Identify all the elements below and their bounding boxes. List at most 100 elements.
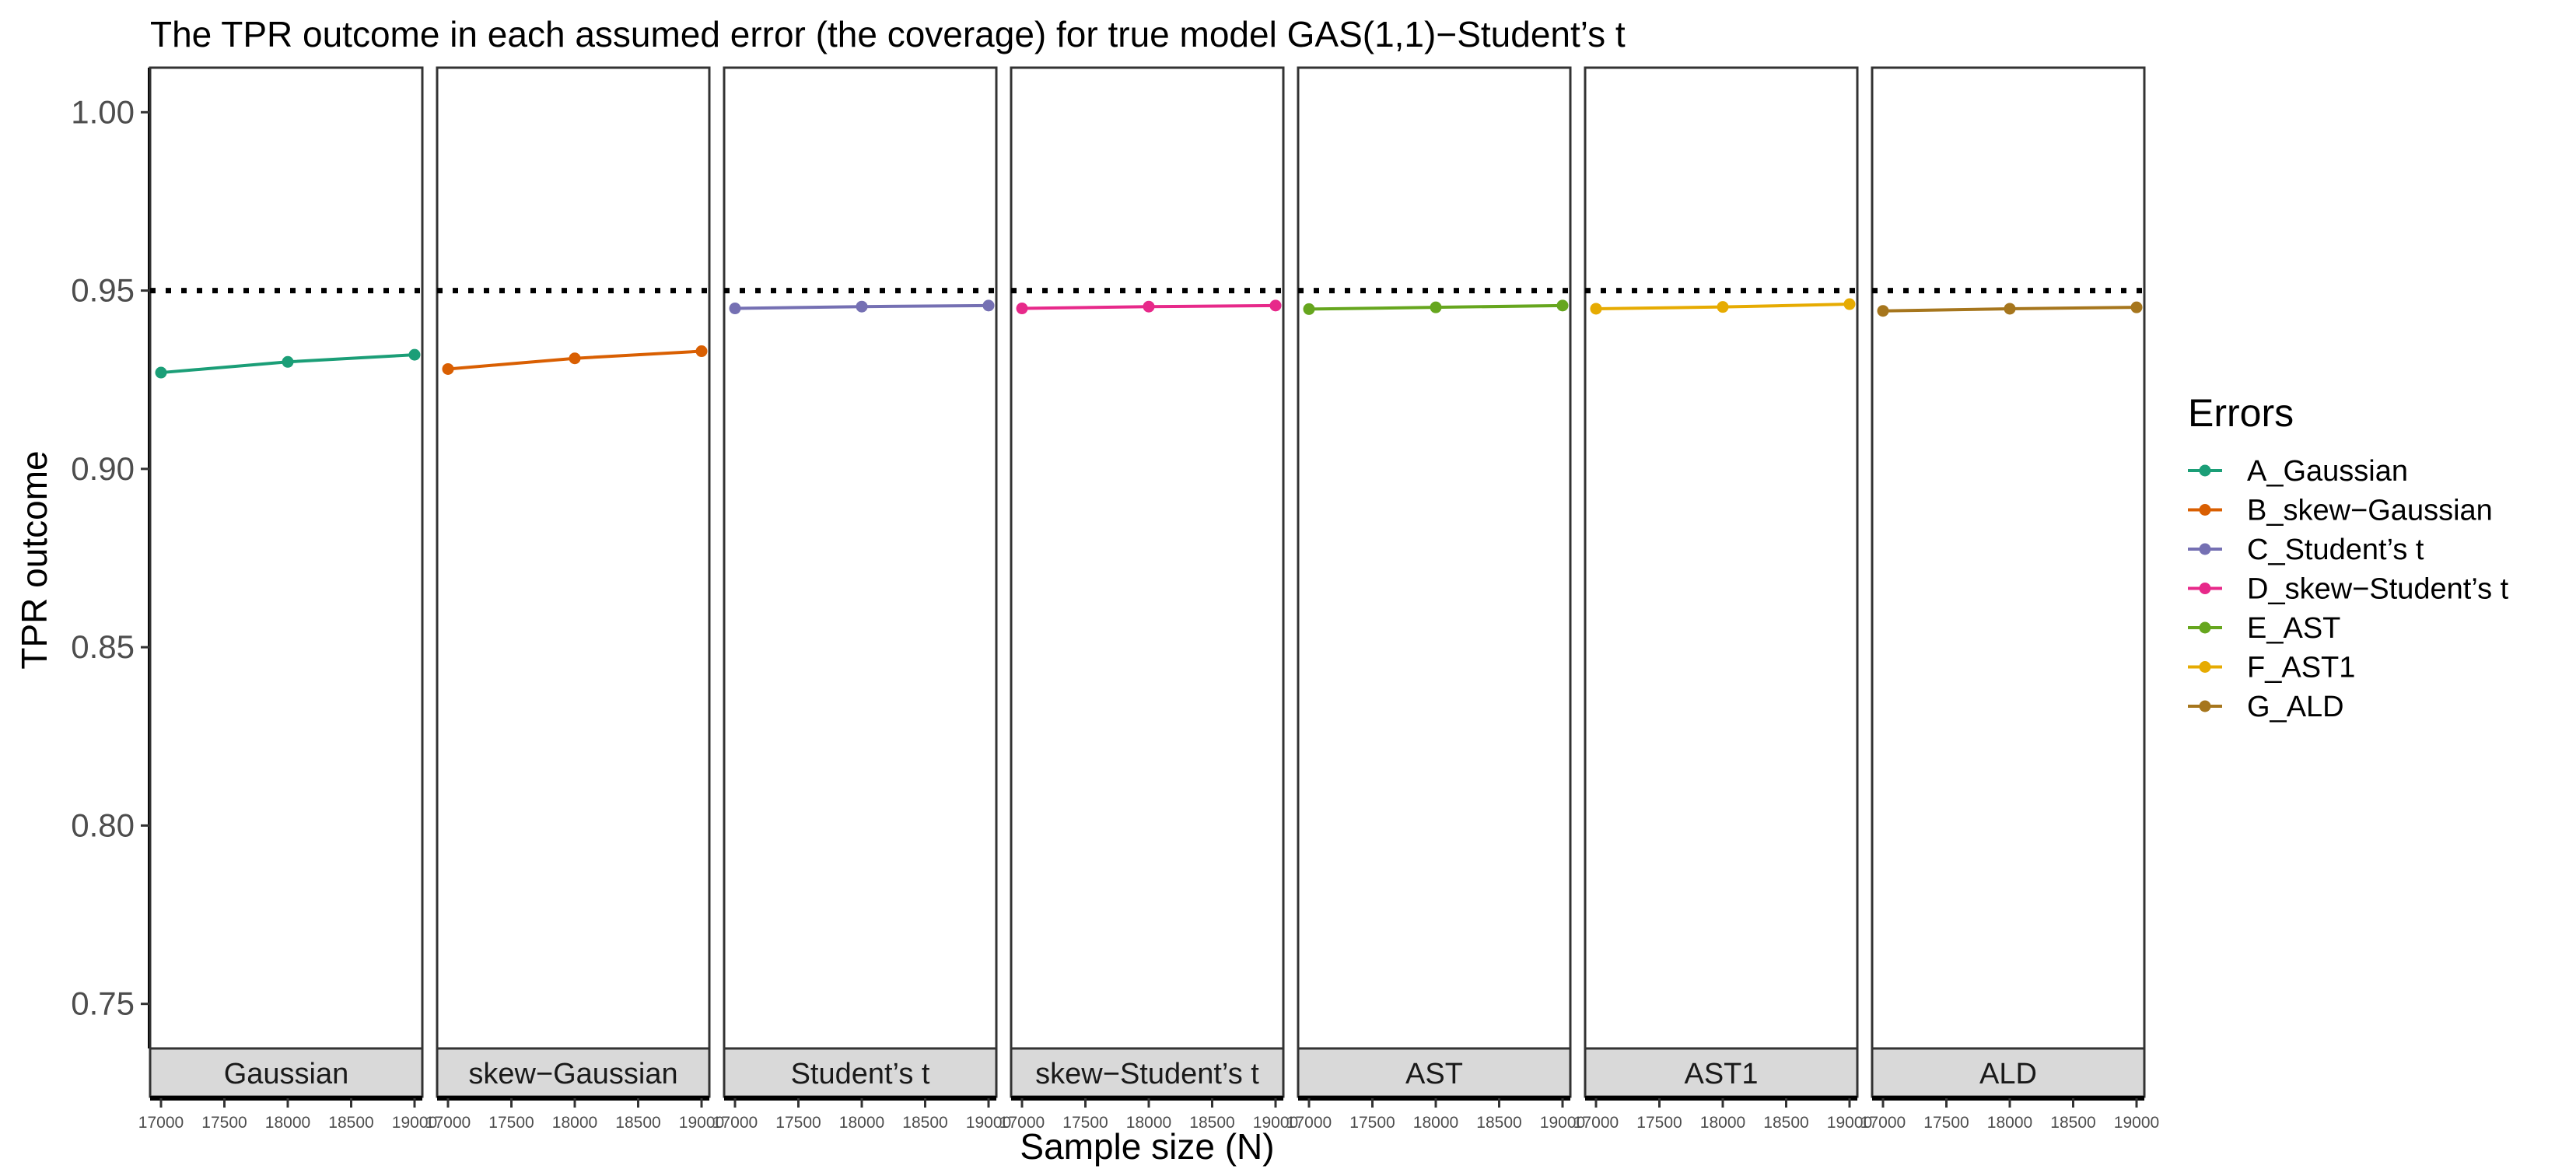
y-axis-title: TPR outcome: [14, 450, 54, 669]
x-tick-label: 18000: [265, 1114, 310, 1132]
legend-item: D_skew−Student’s t: [2188, 573, 2509, 606]
y-tick-label: 0.90: [71, 450, 135, 487]
x-tick-label: 18500: [1476, 1114, 1521, 1132]
legend-label: A_Gaussian: [2247, 455, 2408, 488]
legend-item: A_Gaussian: [2188, 455, 2408, 488]
data-point: [982, 299, 995, 312]
x-tick-label: 17000: [1286, 1114, 1332, 1132]
facet-panel: Student’s t 17000 17500 18000 18500 19000: [712, 66, 1011, 1132]
x-tick-label: 18000: [1987, 1114, 2032, 1132]
legend-key-point: [2199, 543, 2211, 555]
facet-panel: ALD 17000 17500 18000 18500 19000: [1860, 66, 2159, 1132]
x-tick-label: 18500: [615, 1114, 660, 1132]
facet-strip: [1584, 1047, 1859, 1098]
data-point: [1590, 303, 1602, 315]
panel-border: [1584, 66, 1859, 1050]
facet-label: ALD: [1979, 1058, 2037, 1090]
facet-panel: skew−Student’s t 17000 17500 18000 18500 1900…: [999, 66, 1298, 1132]
legend-label: C_Student’s t: [2247, 534, 2424, 566]
legend: Errors A_Gaussian B_skew−Gaussian C_Studen…: [2188, 391, 2509, 723]
x-tick-label: 17500: [1349, 1114, 1395, 1132]
panel-border: [149, 66, 424, 1050]
panel-border: [1010, 66, 1285, 1050]
legend-item: G_ALD: [2188, 691, 2344, 723]
facet-strip: [723, 1047, 998, 1098]
facet-strip: [1297, 1047, 1572, 1098]
x-tick-label: 18000: [1413, 1114, 1458, 1132]
x-tick-label: 19000: [2114, 1114, 2159, 1132]
data-point: [155, 366, 167, 379]
data-point: [1269, 299, 1282, 312]
x-tick-label: 17000: [712, 1114, 758, 1132]
x-axis-title: Sample size (N): [1020, 1126, 1274, 1167]
x-tick-label: 19000: [679, 1114, 724, 1132]
legend-item: B_skew−Gaussian: [2188, 495, 2493, 527]
x-tick-label: 18000: [1700, 1114, 1745, 1132]
facet-panel: Gaussian 17000 17500 18000 18500 19000: [138, 66, 437, 1132]
data-point: [569, 352, 581, 365]
legend-label: E_AST: [2247, 612, 2340, 645]
x-tick-label: 19000: [392, 1114, 437, 1132]
data-point: [1303, 303, 1315, 315]
legend-item: C_Student’s t: [2188, 534, 2424, 566]
x-tick-label: 17500: [1923, 1114, 1969, 1132]
y-tick-label: 1.00: [71, 93, 135, 130]
legend-key-point: [2199, 583, 2211, 594]
data-point: [2004, 303, 2016, 315]
facet-label: Student’s t: [791, 1058, 930, 1090]
legend-key-point: [2199, 504, 2211, 516]
legend-item: E_AST: [2188, 612, 2340, 645]
y-tick-label: 0.85: [71, 628, 135, 665]
facet-panel: skew−Gaussian 17000 17500 18000 18500 19000: [425, 66, 724, 1132]
legend-key-point: [2199, 464, 2211, 477]
x-tick-label: 17500: [201, 1114, 247, 1132]
x-tick-label: 18000: [552, 1114, 597, 1132]
legend-key-point: [2199, 621, 2211, 634]
data-point: [1843, 298, 1856, 310]
facet-label: AST1: [1684, 1058, 1758, 1090]
x-tick-label: 18500: [1189, 1114, 1234, 1132]
legend-key-point: [2199, 661, 2211, 673]
facet-strip: [1871, 1047, 2146, 1098]
data-point: [2130, 301, 2143, 313]
x-tick-label: 17500: [1062, 1114, 1108, 1132]
data-point: [442, 362, 454, 375]
data-point: [695, 345, 708, 358]
legend-label: D_skew−Student’s t: [2247, 573, 2509, 606]
chart-title: The TPR outcome in each assumed error (t…: [150, 14, 1626, 54]
data-point: [1556, 299, 1569, 312]
x-tick-label: 17000: [1573, 1114, 1619, 1132]
x-tick-label: 17500: [488, 1114, 534, 1132]
x-tick-label: 17500: [1636, 1114, 1682, 1132]
legend-item: F_AST1: [2188, 652, 2355, 684]
facet-label: AST: [1405, 1058, 1463, 1090]
x-tick-label: 17000: [1860, 1114, 1906, 1132]
data-point: [1877, 305, 1889, 317]
legend-label: B_skew−Gaussian: [2247, 495, 2493, 527]
x-tick-label: 17000: [425, 1114, 471, 1132]
y-tick-label: 0.75: [71, 985, 135, 1022]
x-tick-label: 19000: [1540, 1114, 1585, 1132]
x-tick-label: 18500: [902, 1114, 947, 1132]
facet-strip: [149, 1047, 424, 1098]
x-tick-label: 19000: [1827, 1114, 1872, 1132]
data-point: [1717, 301, 1729, 313]
facet-label: skew−Gaussian: [468, 1058, 677, 1090]
y-tick-label: 0.95: [71, 272, 135, 309]
x-tick-label: 19000: [1253, 1114, 1298, 1132]
x-tick-label: 18500: [1763, 1114, 1808, 1132]
x-tick-label: 17500: [775, 1114, 821, 1132]
data-point: [282, 355, 294, 368]
legend-label: G_ALD: [2247, 691, 2344, 723]
data-point: [1143, 300, 1155, 313]
data-point: [856, 300, 868, 313]
data-point: [1016, 303, 1028, 315]
panel-border: [436, 66, 711, 1050]
legend-key-point: [2199, 700, 2211, 712]
panel-border: [1297, 66, 1572, 1050]
x-tick-label: 18500: [328, 1114, 373, 1132]
x-tick-label: 18500: [2050, 1114, 2095, 1132]
